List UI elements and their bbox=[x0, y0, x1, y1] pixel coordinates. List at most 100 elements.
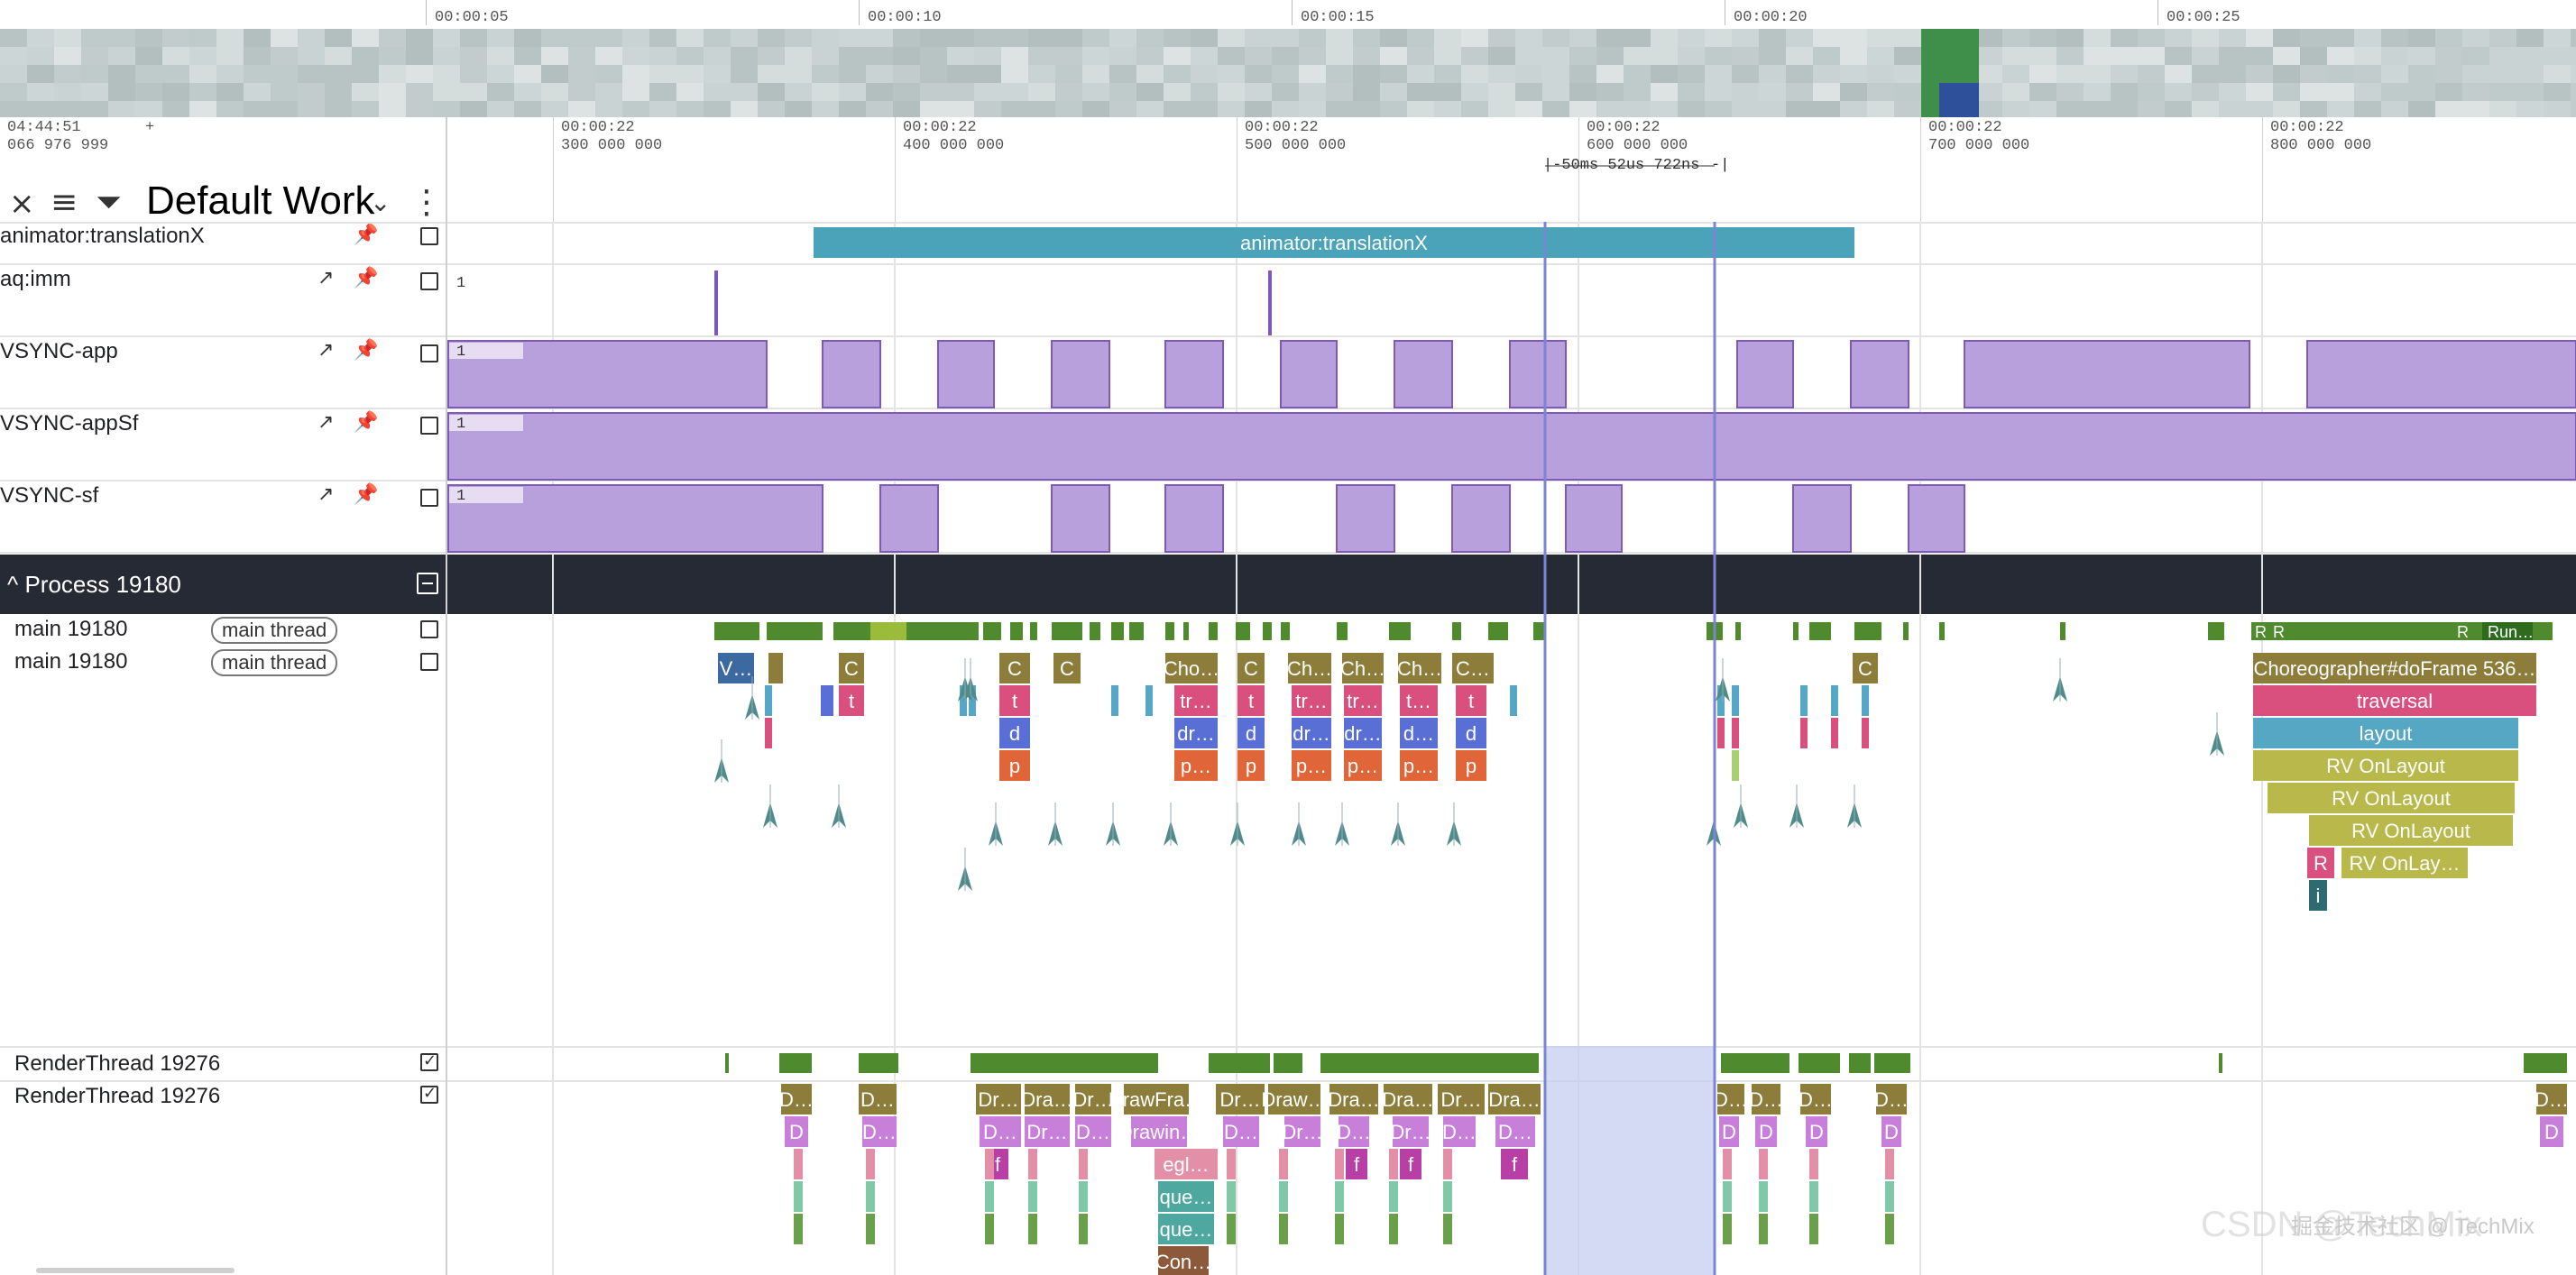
overview-cell bbox=[325, 83, 352, 101]
overview-cell bbox=[244, 101, 271, 117]
overview-cell bbox=[1001, 65, 1028, 83]
overview-cell bbox=[514, 101, 541, 117]
overview-cell bbox=[541, 83, 568, 101]
workspace-toolbar: ⨯ ≡ ⏷ Default Work ⌄ ⋮ bbox=[0, 177, 446, 231]
track-label-main-summary: main 19180 bbox=[14, 617, 128, 641]
overview-cell bbox=[1975, 83, 2002, 101]
overview-cell bbox=[162, 65, 189, 83]
process-group-header[interactable]: ^ Process 19180 bbox=[0, 555, 2576, 614]
overview-cell bbox=[676, 65, 704, 83]
running-bar bbox=[1129, 622, 1144, 640]
track-checkbox-checked[interactable] bbox=[420, 1084, 438, 1104]
overview-cell bbox=[893, 47, 920, 65]
render-slice bbox=[1279, 1214, 1288, 1244]
sort-icon[interactable]: ≡ bbox=[51, 184, 78, 221]
overview-cell bbox=[1028, 47, 1055, 65]
overview-cell bbox=[866, 29, 893, 47]
overview-cell bbox=[1353, 29, 1380, 47]
render-slice-label: D bbox=[1809, 1121, 1824, 1143]
flow-arrow-icon bbox=[2053, 676, 2067, 702]
more-vert-icon[interactable]: ⋮ bbox=[410, 184, 443, 221]
running-bar bbox=[1281, 622, 1290, 640]
render-slice bbox=[1438, 1084, 1485, 1114]
overview-cell bbox=[216, 65, 244, 83]
overview-label: 00:00:20 bbox=[1734, 9, 1808, 26]
track-checkbox-checked[interactable] bbox=[420, 1051, 438, 1071]
pin-icon[interactable]: 📌 bbox=[354, 224, 379, 246]
overview-cell bbox=[514, 65, 541, 83]
overview-cell bbox=[2165, 29, 2192, 47]
flow-arrow-icon bbox=[1716, 676, 1730, 702]
overview-cell bbox=[595, 101, 622, 117]
main-slice-label: dr… bbox=[1293, 722, 1330, 745]
time-tick bbox=[1920, 117, 1921, 222]
render-slice-label: Dra… bbox=[1488, 1088, 1540, 1111]
overview-cell bbox=[2002, 83, 2029, 101]
time-tick-label: 00:00:22 300 000 000 bbox=[561, 119, 663, 154]
overview-cell bbox=[1191, 83, 1218, 101]
track-checkbox[interactable] bbox=[420, 653, 438, 671]
overview-cell bbox=[1867, 65, 1894, 83]
chart-icon[interactable]: ↗ bbox=[317, 339, 335, 362]
overview-cell bbox=[2056, 65, 2084, 83]
track-checkbox[interactable] bbox=[420, 417, 438, 435]
overview-cell bbox=[271, 65, 298, 83]
pin-icon[interactable]: 📌 bbox=[354, 411, 379, 434]
pin-icon[interactable]: 📌 bbox=[354, 267, 379, 289]
overview-cell bbox=[406, 47, 433, 65]
render-slice bbox=[1216, 1084, 1265, 1114]
overview-cell bbox=[704, 83, 731, 101]
collapse-icon[interactable]: ⨯ bbox=[9, 186, 35, 222]
track-checkbox[interactable] bbox=[420, 227, 438, 245]
overview-cell bbox=[379, 47, 406, 65]
overview-cell bbox=[839, 101, 866, 117]
overview-cell bbox=[1515, 101, 1542, 117]
main-slice-label: layout bbox=[2360, 722, 2413, 745]
chevron-down-icon[interactable]: ⌄ bbox=[370, 188, 391, 217]
overview-cell bbox=[216, 47, 244, 65]
render-slice bbox=[1384, 1084, 1432, 1114]
overview-cell bbox=[406, 65, 433, 83]
track-checkbox[interactable] bbox=[420, 344, 438, 362]
overview-cell bbox=[1272, 47, 1299, 65]
render-slice-label: Dra… bbox=[1021, 1088, 1072, 1111]
overview-cell bbox=[1624, 29, 1651, 47]
overview-cell bbox=[2002, 65, 2029, 83]
overview-heatmap[interactable] bbox=[0, 29, 2576, 117]
main-slice bbox=[2253, 653, 2536, 683]
chevron-up-icon[interactable]: ^ bbox=[7, 571, 19, 598]
track-checkbox[interactable] bbox=[420, 620, 438, 638]
overview-cell bbox=[1651, 47, 1678, 65]
flow-arrow-icon bbox=[989, 821, 1003, 846]
chart-icon[interactable]: ↗ bbox=[317, 483, 335, 506]
overview-cell bbox=[1028, 29, 1055, 47]
overview-cell bbox=[27, 47, 54, 65]
overview-cell bbox=[785, 47, 812, 65]
timeline-overview[interactable]: 00:00:05 00:00:10 00:00:15 00:00:20 00:0… bbox=[0, 0, 2576, 117]
chart-icon[interactable]: ↗ bbox=[317, 267, 335, 289]
collapse-group-checkbox[interactable] bbox=[417, 573, 438, 594]
track-checkbox[interactable] bbox=[420, 489, 438, 507]
overview-cell bbox=[947, 47, 974, 65]
pin-icon[interactable]: 📌 bbox=[354, 339, 379, 362]
overview-cell bbox=[1191, 65, 1218, 83]
running-bar bbox=[1533, 622, 1544, 640]
overview-cell bbox=[2029, 83, 2056, 101]
time-axis[interactable]: 00:00:22 300 000 000 00:00:22 400 000 00… bbox=[446, 117, 2576, 222]
running-bar bbox=[1337, 622, 1348, 640]
chart-icon[interactable]: ↗ bbox=[317, 411, 335, 434]
track-checkbox[interactable] bbox=[420, 272, 438, 290]
workspace-title[interactable]: Default Work bbox=[146, 179, 375, 223]
overview-cell bbox=[595, 83, 622, 101]
pin-icon[interactable]: 📌 bbox=[354, 483, 379, 506]
track-separator bbox=[0, 1046, 2576, 1048]
main-slice-label: t bbox=[1468, 690, 1474, 712]
overview-cell bbox=[2408, 101, 2435, 117]
render-slice bbox=[1025, 1116, 1070, 1147]
render-slice bbox=[1329, 1084, 1378, 1114]
overview-cell bbox=[1569, 29, 1596, 47]
filter-icon[interactable]: ⏷ bbox=[96, 184, 122, 221]
main-slice-label: t bbox=[849, 690, 854, 712]
time-tick-label: 00:00:22 800 000 000 bbox=[2270, 119, 2372, 154]
render-slice bbox=[1227, 1149, 1236, 1179]
